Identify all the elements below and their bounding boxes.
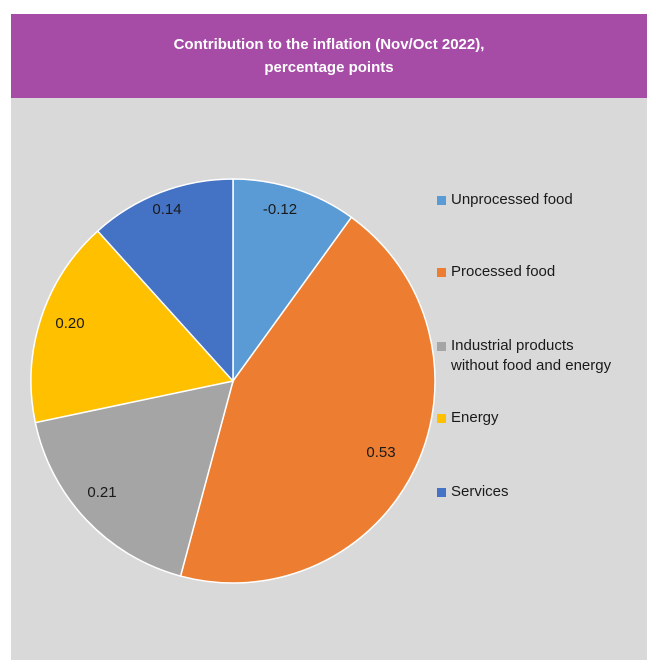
legend-item-unprocessed-food: Unprocessed food [437,190,573,210]
legend-swatch [437,196,446,205]
pie-slice-unprocessed-food [232,178,353,384]
data-label: 0.21 [87,484,116,501]
chart-title-line-2: percentage points [264,59,394,76]
chart-title-line-1: Contribution to the inflation (Nov/Oct 2… [173,36,485,53]
legend-swatch [437,268,446,277]
pie-slice-energy [30,229,235,424]
legend-item-industrial-products: Industrial products without food and ene… [437,336,611,376]
pie-slice-industrial-products-without-food-and-energy [34,380,235,577]
legend-swatch [437,342,446,351]
pie-slice-processed-food [179,216,436,584]
legend-item-processed-food: Processed food [437,262,555,282]
legend-label-line-2: without food and energy [451,357,612,374]
data-label: 0.14 [152,201,181,218]
legend-item-energy: Energy [437,408,499,428]
legend-item-services: Services [437,482,509,502]
legend-label: Energy [451,409,499,426]
pie-slice-services [96,178,234,383]
legend-label: Industrial products [451,337,574,354]
data-label: 0.20 [55,315,84,332]
legend-swatch [437,488,446,497]
legend-label: Processed food [451,263,556,280]
legend-label: Services [451,483,509,500]
data-label: 0.53 [366,444,395,461]
legend-label: Unprocessed food [451,191,573,208]
chart-title: Contribution to the inflation (Nov/Oct 2… [11,14,647,98]
data-label: -0.12 [263,201,297,218]
legend-swatch [437,414,446,423]
